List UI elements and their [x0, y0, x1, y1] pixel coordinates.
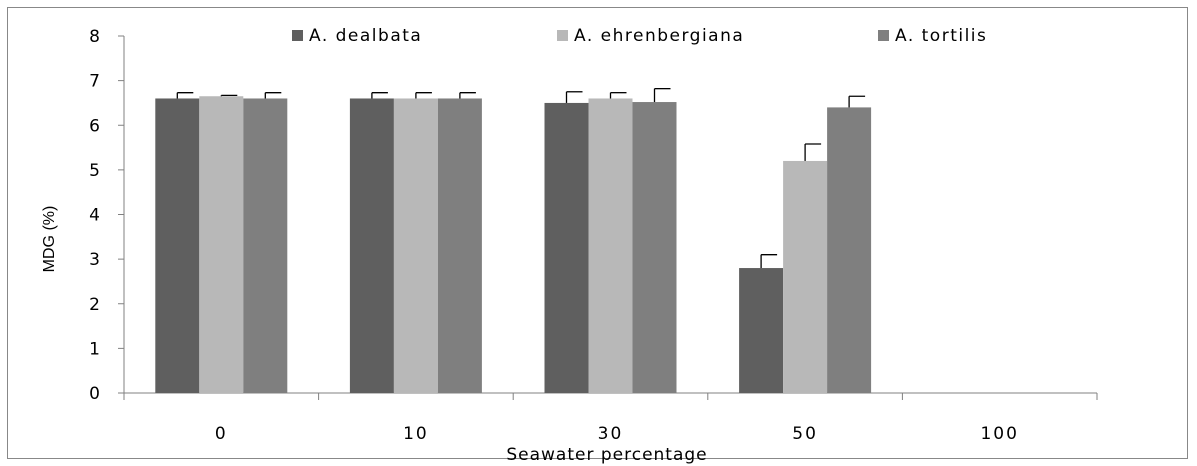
x-axis: 0 10 30 50 100	[123, 392, 1098, 444]
chart-frame	[7, 7, 1188, 459]
y-tick-label-0: 0	[89, 384, 100, 404]
x-tick-label-100: 100	[980, 424, 1018, 444]
x-tick-label-10: 10	[403, 424, 429, 444]
y-tick-label-8: 8	[89, 27, 100, 47]
bar-a-ehrenbergiana-0	[199, 96, 244, 394]
y-tick-label-1: 1	[89, 339, 100, 359]
bar-a-tortilis-10	[437, 98, 482, 393]
bar-a-ehrenbergiana-50	[783, 160, 828, 393]
bar-a-tortilis-0	[243, 98, 288, 393]
legend-swatch-2	[557, 30, 568, 41]
error-bars	[176, 88, 866, 269]
legend-label-3: A. tortilis	[895, 26, 987, 46]
y-tick-label-6: 6	[89, 116, 100, 136]
y-tick-label-7: 7	[89, 72, 100, 92]
x-tick-label-50: 50	[792, 424, 818, 444]
bar-a-tortilis-30	[632, 102, 677, 394]
y-axis-title: MDG (%)	[41, 206, 58, 273]
x-tick-label-30: 30	[598, 424, 624, 444]
bar-a-dealbata-0	[155, 98, 200, 393]
legend: A. dealbata A. ehrenbergiana A. tortilis	[292, 26, 987, 46]
bar-a-dealbata-10	[349, 98, 394, 393]
legend-label-2: A. ehrenbergiana	[574, 26, 744, 46]
bar-a-dealbata-30	[544, 102, 589, 393]
legend-swatch-3	[878, 30, 889, 41]
bars	[155, 96, 872, 394]
x-tick-label-0: 0	[215, 424, 228, 444]
y-tick-label-4: 4	[89, 206, 100, 226]
y-tick-label-5: 5	[89, 161, 100, 181]
bar-a-ehrenbergiana-30	[588, 98, 633, 393]
legend-label-1: A. dealbata	[309, 26, 422, 46]
bar-a-dealbata-50	[739, 268, 784, 393]
x-axis-title: Seawater percentage	[506, 445, 707, 465]
y-axis: 0 1 2 3 4 5 6 7 8	[89, 27, 125, 404]
legend-swatch-1	[292, 30, 303, 41]
y-tick-label-3: 3	[89, 250, 100, 270]
bar-a-tortilis-50	[827, 107, 872, 394]
y-tick-label-2: 2	[89, 295, 100, 315]
bar-a-ehrenbergiana-10	[393, 98, 438, 393]
